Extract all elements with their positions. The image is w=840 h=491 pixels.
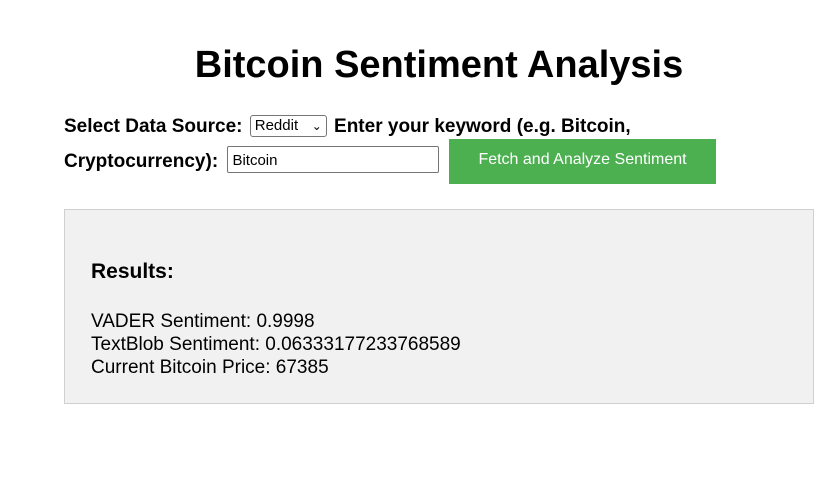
results-panel: Results: VADER Sentiment: 0.9998 TextBlo…	[64, 209, 814, 404]
price-result: Current Bitcoin Price: 67385	[91, 356, 461, 379]
keyword-label-part2: Cryptocurrency):	[64, 150, 219, 172]
keyword-row: Cryptocurrency): Bitcoin	[64, 146, 440, 175]
results-list: VADER Sentiment: 0.9998 TextBlob Sentime…	[91, 310, 461, 379]
vader-value: 0.9998	[256, 311, 315, 332]
chevron-down-icon: ⌄	[311, 119, 322, 133]
data-source-select[interactable]: Reddit ⌄	[249, 115, 327, 137]
vader-result: VADER Sentiment: 0.9998	[91, 310, 461, 333]
price-label: Current Bitcoin Price:	[91, 357, 271, 378]
data-source-selected: Reddit	[254, 117, 299, 134]
keyword-label-part1: Enter your keyword (e.g. Bitcoin,	[334, 116, 631, 137]
source-label: Select Data Source:	[64, 116, 243, 137]
textblob-value: 0.06333177233768589	[265, 334, 461, 355]
keyword-input[interactable]: Bitcoin	[227, 146, 440, 173]
fetch-analyze-button[interactable]: Fetch and Analyze Sentiment	[449, 139, 716, 184]
results-heading: Results:	[91, 260, 174, 283]
source-row: Select Data Source: Reddit ⌄ Enter your …	[64, 115, 631, 139]
price-value: 67385	[275, 357, 329, 378]
page-title: Bitcoin Sentiment Analysis	[194, 44, 684, 86]
textblob-label: TextBlob Sentiment:	[91, 334, 260, 355]
vader-label: VADER Sentiment:	[91, 311, 252, 332]
textblob-result: TextBlob Sentiment: 0.06333177233768589	[91, 333, 461, 356]
